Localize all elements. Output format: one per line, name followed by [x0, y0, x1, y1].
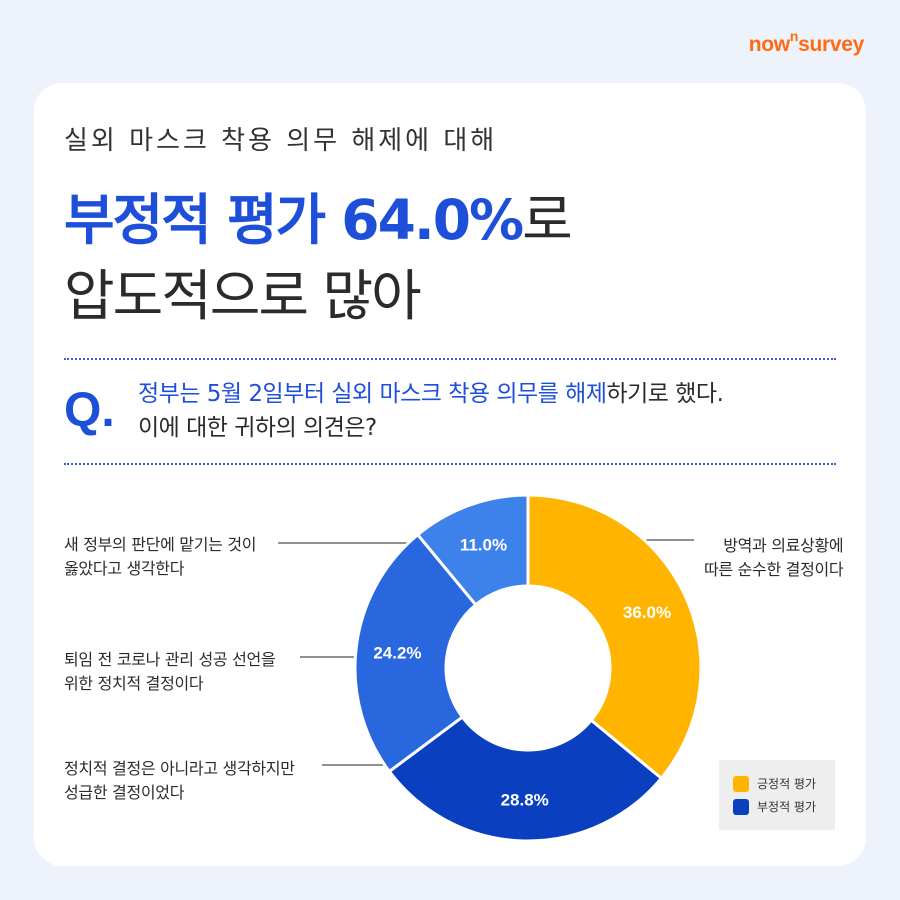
chart-legend: 긍정적 평가 부정적 평가: [719, 760, 835, 830]
headline-line2: 압도적으로 많아: [64, 264, 422, 328]
question-mark-label: Q.: [64, 384, 115, 437]
label-top-right: 방역과 의료상황에 따른 순수한 결정이다: [704, 536, 844, 579]
donut-slice-1: [387, 714, 664, 843]
label-mid-left: 퇴임 전 코로나 관리 성공 선언을 위한 정치적 결정이다: [64, 650, 276, 693]
donut-slice-0: [526, 493, 703, 781]
data-label-2: 24.2%: [373, 643, 421, 662]
data-label-0: 36.0%: [623, 603, 671, 622]
headline-line1: 부정적 평가 64.0%로: [64, 175, 573, 255]
label-top-left: 새 정부의 판단에 맡기는 것이 옳았다고 생각한다: [64, 535, 257, 578]
divider-bottom: [64, 463, 836, 465]
divider-top: [64, 358, 836, 360]
headline-tail: 로: [522, 188, 573, 252]
nownsurvey-logo: nownsurvey: [748, 28, 865, 56]
question-text: 정부는 5월 2일부터 실외 마스크 착용 의무를 해제하기로 했다. 이에 대…: [138, 377, 724, 445]
question-rest: 하기로 했다.: [606, 381, 724, 407]
legend-swatch-negative: [733, 798, 749, 815]
label-bottom-left: 정치적 결정은 아니라고 생각하지만 성급한 결정이었다: [64, 759, 295, 802]
donut-slice-2: [353, 532, 478, 774]
donut-slice-3: [415, 493, 530, 607]
question-line2: 이에 대한 귀하의 의견은?: [138, 415, 377, 441]
legend-item-positive: 긍정적 평가: [733, 772, 835, 795]
headline-highlight: 부정적 평가 64.0%: [64, 188, 524, 252]
data-label-3: 11.0%: [460, 535, 507, 554]
data-label-1: 28.8%: [501, 790, 549, 809]
subtitle: 실외 마스크 착용 의무 해제에 대해: [64, 126, 498, 156]
question-highlight: 정부는 5월 2일부터 실외 마스크 착용 의무를 해제: [138, 381, 607, 407]
legend-swatch-positive: [733, 775, 749, 792]
legend-item-negative: 부정적 평가: [733, 795, 835, 818]
